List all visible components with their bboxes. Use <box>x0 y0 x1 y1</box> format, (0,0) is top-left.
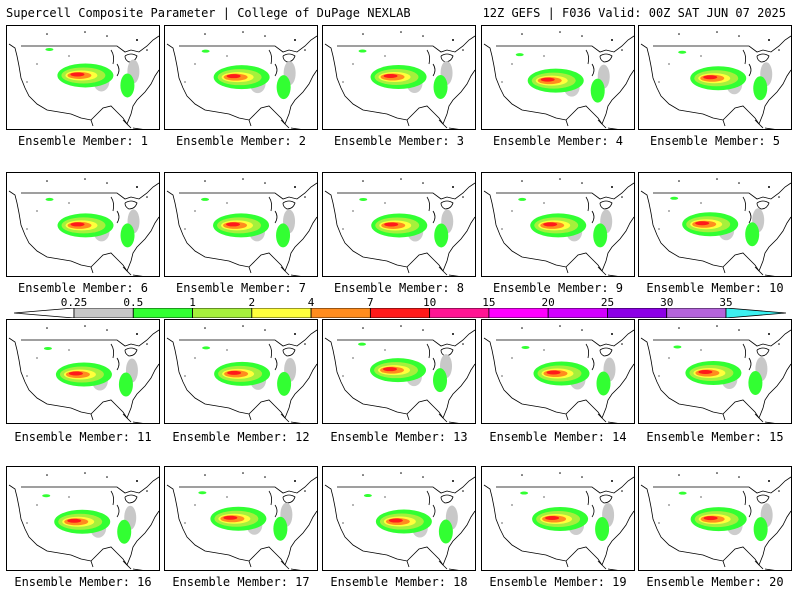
ensemble-member-label: Ensemble Member: 6 <box>17 281 149 295</box>
ensemble-member-label: Ensemble Member: 9 <box>492 281 624 295</box>
scp-map-image <box>483 472 634 570</box>
ensemble-member-label: Ensemble Member: 16 <box>14 575 152 589</box>
ensemble-member-label: Ensemble Member: 17 <box>172 575 310 589</box>
ensemble-map-panel <box>6 172 160 277</box>
scp-map-image <box>166 178 317 276</box>
scp-map-image <box>640 325 791 423</box>
colorbar-swatch <box>429 308 490 318</box>
scp-map-image <box>483 31 634 129</box>
ensemble-map-panel <box>481 466 635 571</box>
ensemble-map-panel <box>164 25 318 130</box>
ensemble-member-label: Ensemble Member: 8 <box>333 281 465 295</box>
colorbar-tick-label: 2 <box>248 296 256 309</box>
ensemble-map-panel <box>6 25 160 130</box>
scp-map-image <box>166 31 317 129</box>
scp-map-image <box>324 178 475 276</box>
ensemble-map-panel <box>638 319 792 424</box>
colorbar-swatch <box>547 308 608 318</box>
colorbar-tick-label: 7 <box>367 296 374 309</box>
scp-map-image <box>640 31 791 129</box>
scp-map-image <box>483 178 634 276</box>
scp-map-image <box>324 31 475 129</box>
colorbar-tick-label: 20 <box>541 296 555 309</box>
ensemble-map-panel <box>481 319 635 424</box>
colorbar-swatch <box>666 308 727 318</box>
ensemble-map-panel <box>6 319 160 424</box>
ensemble-map-panel <box>638 466 792 571</box>
ensemble-member-label: Ensemble Member: 7 <box>175 281 307 295</box>
ensemble-member-label: Ensemble Member: 5 <box>649 134 781 148</box>
scp-map-image <box>8 178 159 276</box>
ensemble-member-label: Ensemble Member: 18 <box>330 575 468 589</box>
colorbar-swatch <box>192 308 253 318</box>
scp-map-image <box>324 472 475 570</box>
scp-map-image <box>8 325 159 423</box>
ensemble-map-panel <box>481 25 635 130</box>
colorbar-tick-label: 10 <box>423 296 437 309</box>
scp-map-image <box>166 472 317 570</box>
colorbar-swatch <box>251 308 312 318</box>
ensemble-member-label: Ensemble Member: 19 <box>489 575 627 589</box>
colorbar-over-arrow <box>725 308 786 318</box>
ensemble-map-panel <box>164 319 318 424</box>
ensemble-map-panel <box>638 25 792 130</box>
ensemble-member-label: Ensemble Member: 20 <box>646 575 784 589</box>
colorbar-tick-label: 25 <box>600 296 615 309</box>
colorbar-swatch <box>73 308 134 318</box>
colorbar-swatch <box>310 308 371 318</box>
map-title: Supercell Composite Parameter | College … <box>6 6 411 20</box>
ensemble-member-label: Ensemble Member: 11 <box>14 430 152 444</box>
scp-map-image <box>166 325 317 423</box>
scp-map-image <box>640 178 791 276</box>
ensemble-member-label: Ensemble Member: 10 <box>646 281 784 295</box>
ensemble-map-panel <box>322 172 476 277</box>
colorbar-legend <box>14 308 786 318</box>
ensemble-map-panel <box>481 172 635 277</box>
ensemble-member-label: Ensemble Member: 2 <box>175 134 307 148</box>
ensemble-member-label: Ensemble Member: 15 <box>646 430 784 444</box>
ensemble-map-panel <box>638 172 792 277</box>
ensemble-member-label: Ensemble Member: 13 <box>330 430 468 444</box>
ensemble-member-label: Ensemble Member: 1 <box>17 134 149 148</box>
colorbar-under-arrow <box>14 308 75 318</box>
ensemble-map-panel <box>322 466 476 571</box>
ensemble-map-panel <box>6 466 160 571</box>
ensemble-member-label: Ensemble Member: 3 <box>333 134 465 148</box>
colorbar-tick-label: 15 <box>482 296 496 309</box>
colorbar-swatch <box>132 308 193 318</box>
ensemble-member-label: Ensemble Member: 4 <box>492 134 624 148</box>
colorbar-swatch <box>607 308 668 318</box>
scp-map-image <box>640 472 791 570</box>
ensemble-member-label: Ensemble Member: 12 <box>172 430 310 444</box>
colorbar-tick-label: 0.25 <box>60 296 88 309</box>
ensemble-member-label: Ensemble Member: 14 <box>489 430 627 444</box>
colorbar-tick-label: 30 <box>660 296 674 309</box>
colorbar-tick-label: 0.5 <box>123 296 144 309</box>
colorbar-tick-label: 35 <box>719 296 733 309</box>
colorbar-swatch <box>488 308 549 318</box>
valid-time-label: 12Z GEFS | F036 Valid: 00Z SAT JUN 07 20… <box>482 6 786 20</box>
ensemble-map-panel <box>164 172 318 277</box>
colorbar-swatch <box>369 308 431 318</box>
colorbar-tick-label: 4 <box>307 296 315 309</box>
scp-map-image <box>324 325 475 423</box>
scp-map-image <box>8 472 159 570</box>
scp-map-image <box>8 31 159 129</box>
ensemble-map-panel <box>322 319 476 424</box>
scp-map-image <box>483 325 634 423</box>
ensemble-map-panel <box>164 466 318 571</box>
colorbar-tick-label: 1 <box>189 296 196 309</box>
ensemble-map-panel <box>322 25 476 130</box>
